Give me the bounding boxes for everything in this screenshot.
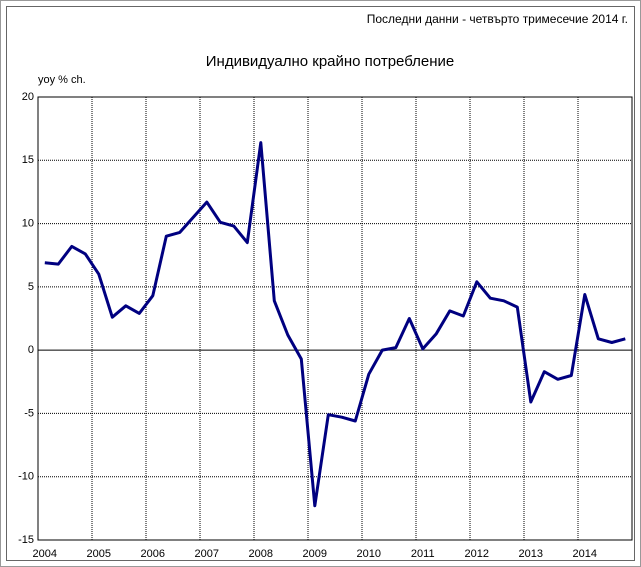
- x-tick-label: 2014: [573, 548, 597, 560]
- x-tick-label: 2008: [249, 548, 273, 560]
- y-tick-label: -10: [18, 471, 34, 483]
- x-tick-label: 2011: [411, 548, 435, 560]
- y-axis-label: yoy % ch.: [38, 74, 86, 86]
- x-tick-label: 2004: [33, 548, 57, 560]
- y-tick-label: 15: [22, 154, 34, 166]
- y-tick-label: -15: [18, 534, 34, 546]
- x-tick-label: 2012: [465, 548, 489, 560]
- x-tick-label: 2013: [519, 548, 543, 560]
- chart-title: Индивидуално крайно потребление: [206, 53, 454, 70]
- plot-area: [37, 96, 633, 541]
- note: Последни данни - четвърто тримесечие 201…: [367, 12, 628, 26]
- y-tick-label: 0: [28, 344, 34, 356]
- y-tick-label: 10: [22, 217, 34, 229]
- x-tick-label: 2005: [87, 548, 111, 560]
- x-tick-label: 2007: [195, 548, 219, 560]
- y-tick-label: 20: [22, 91, 34, 103]
- line-series: [44, 141, 626, 508]
- inner-frame: [6, 6, 635, 561]
- x-tick-label: 2009: [303, 548, 327, 560]
- x-tick-label: 2010: [357, 548, 381, 560]
- y-tick-label: 5: [28, 281, 34, 293]
- x-tick-label: 2006: [141, 548, 165, 560]
- y-tick-label: -5: [24, 407, 34, 419]
